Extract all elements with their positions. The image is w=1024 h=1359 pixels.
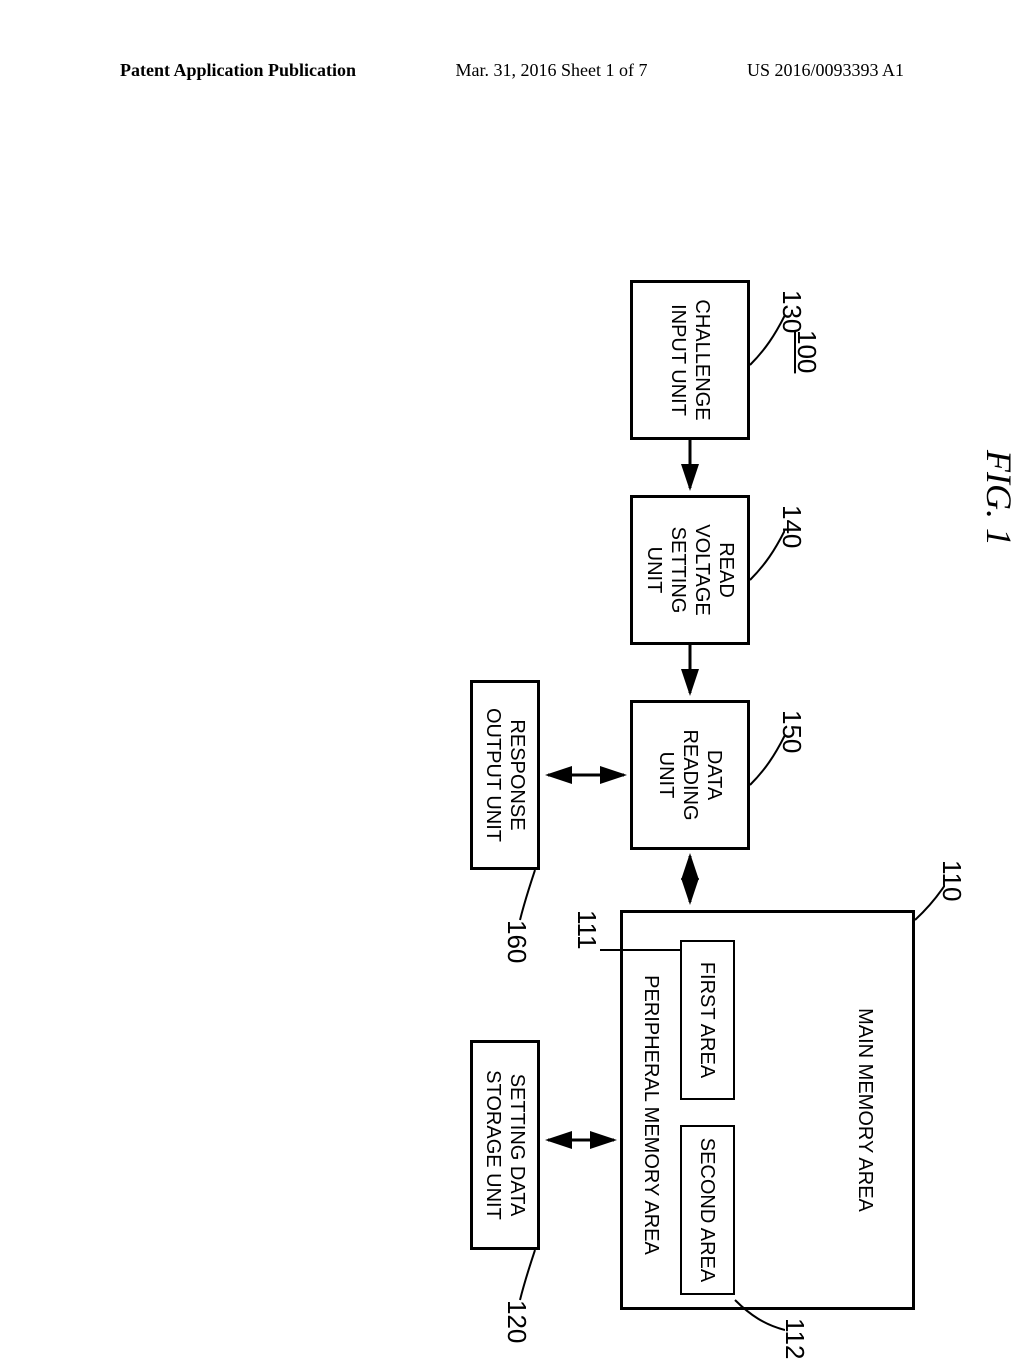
block-challenge: CHALLENGE INPUT UNIT bbox=[630, 280, 750, 440]
arrow-challenge-voltage bbox=[680, 440, 700, 495]
ref-first-area: 111 bbox=[574, 910, 600, 950]
figure-diagram: FIG. 1 100 CHALLENGE INPUT UNIT 130 READ… bbox=[0, 270, 1024, 1070]
ref-second-area: 112 bbox=[782, 1318, 808, 1359]
arrow-reading-response bbox=[540, 765, 630, 785]
block-setting: SETTING DATA STORAGE UNIT bbox=[470, 1040, 540, 1250]
arrow-reading-memory bbox=[680, 850, 700, 910]
block-reading-label: DATA READING UNIT bbox=[654, 729, 726, 820]
ref-voltage: 140 bbox=[779, 505, 805, 548]
block-response: RESPONSE OUTPUT UNIT bbox=[470, 680, 540, 870]
peripheral-memory-label: PERIPHERAL MEMORY AREA bbox=[639, 970, 662, 1260]
leader-response bbox=[515, 870, 545, 925]
ref-setting: 120 bbox=[504, 1300, 530, 1343]
arrow-voltage-reading bbox=[680, 645, 700, 700]
ref-response: 160 bbox=[504, 920, 530, 963]
ref-reading: 150 bbox=[779, 710, 805, 753]
header-right: US 2016/0093393 A1 bbox=[747, 60, 904, 81]
block-second-area: SECOND AREA bbox=[680, 1125, 735, 1295]
block-challenge-label: CHALLENGE INPUT UNIT bbox=[666, 299, 714, 420]
leader-setting bbox=[515, 1250, 545, 1305]
arrow-memory-setting bbox=[540, 1130, 620, 1150]
block-memory: MAIN MEMORY AREA bbox=[620, 910, 915, 1310]
block-voltage-label: READ VOLTAGE SETTING UNIT bbox=[642, 524, 738, 616]
header-center: Mar. 31, 2016 Sheet 1 of 7 bbox=[456, 60, 648, 81]
block-response-label: RESPONSE OUTPUT UNIT bbox=[481, 708, 529, 842]
block-voltage: READ VOLTAGE SETTING UNIT bbox=[630, 495, 750, 645]
leader-first bbox=[595, 940, 680, 970]
block-first-area-label: FIRST AREA bbox=[696, 962, 720, 1078]
block-first-area: FIRST AREA bbox=[680, 940, 735, 1100]
block-setting-label: SETTING DATA STORAGE UNIT bbox=[481, 1070, 529, 1220]
block-memory-main-label: MAIN MEMORY AREA bbox=[853, 913, 877, 1307]
ref-memory: 110 bbox=[939, 860, 965, 901]
ref-system: 100 bbox=[794, 330, 820, 373]
page-header: Patent Application Publication Mar. 31, … bbox=[0, 60, 1024, 81]
ref-challenge: 130 bbox=[779, 290, 805, 333]
leader-second bbox=[730, 1295, 785, 1335]
header-left: Patent Application Publication bbox=[120, 60, 356, 81]
block-reading: DATA READING UNIT bbox=[630, 700, 750, 850]
figure-label: FIG. 1 bbox=[978, 450, 1020, 546]
block-second-area-label: SECOND AREA bbox=[696, 1138, 720, 1282]
